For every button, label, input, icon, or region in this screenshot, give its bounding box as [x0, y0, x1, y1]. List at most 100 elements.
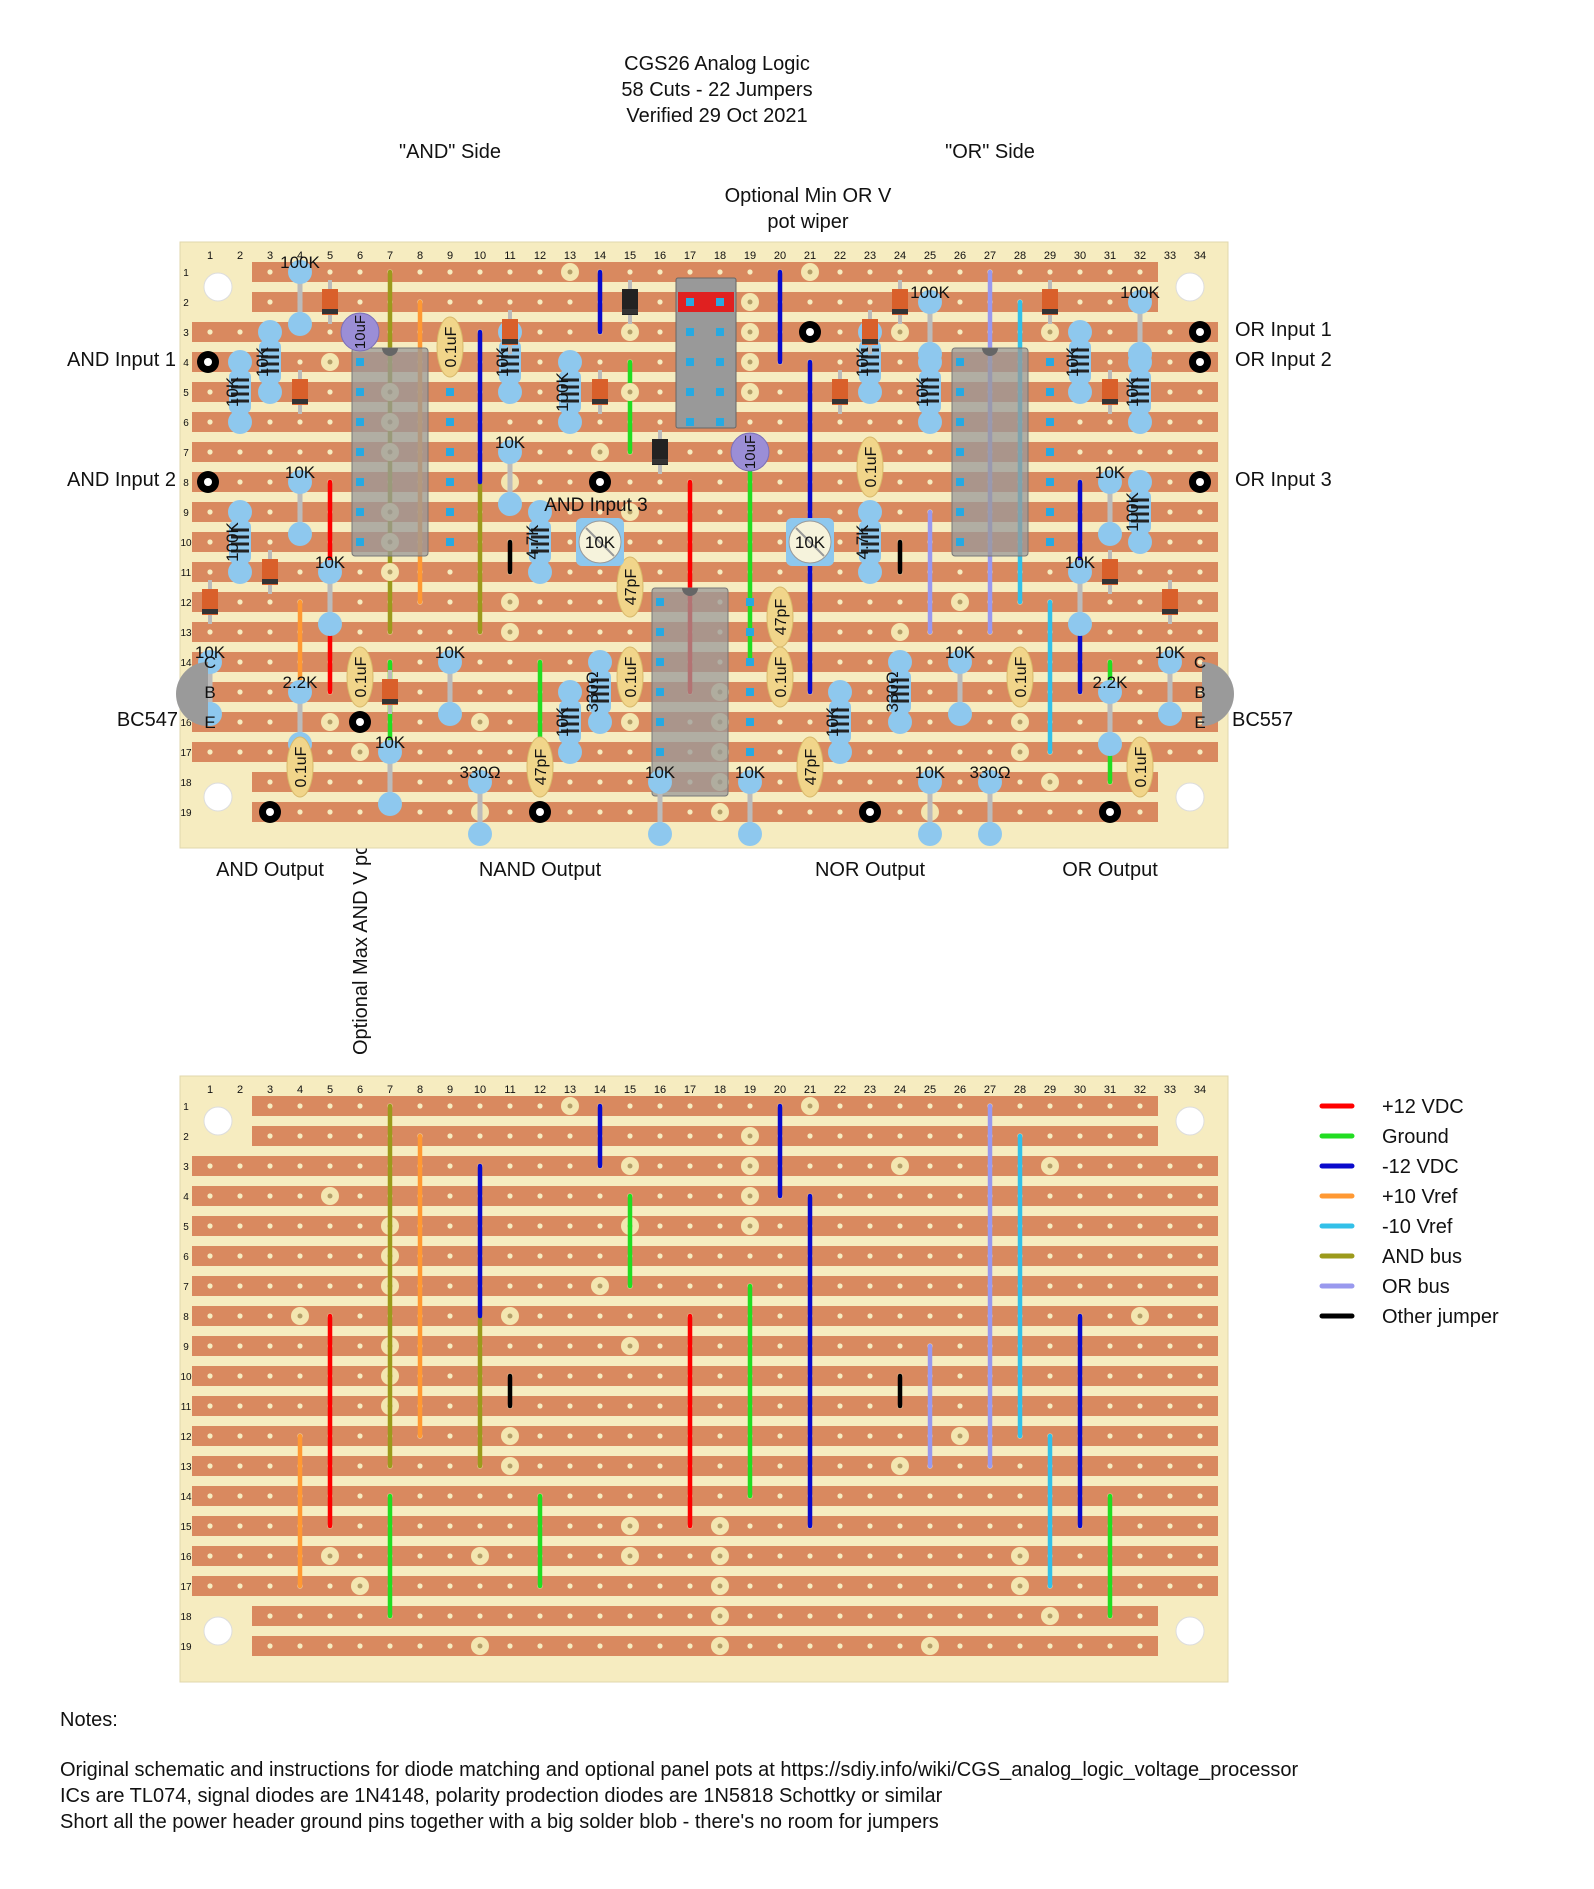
hole	[597, 1613, 603, 1619]
diode-body	[262, 559, 278, 585]
resistor-end	[948, 650, 972, 674]
diode-body	[1102, 379, 1118, 405]
resistor-end	[918, 342, 942, 366]
column-number: 22	[834, 1084, 846, 1096]
hole	[927, 749, 933, 755]
resistor-end	[1068, 560, 1092, 584]
hole	[627, 1133, 633, 1139]
column-number: 13	[564, 1084, 576, 1096]
hole	[957, 1523, 963, 1529]
optional-min-line: Optional Min OR V	[725, 185, 892, 207]
hole	[957, 1553, 963, 1559]
hole	[1077, 779, 1083, 785]
resistor-label: 10K	[1095, 463, 1126, 482]
hole	[1167, 479, 1173, 485]
or-input-2-label: OR Input 2	[1235, 349, 1332, 371]
hole	[777, 1283, 783, 1289]
resistor-label: 10K	[945, 643, 976, 662]
hole	[957, 1583, 963, 1589]
legend-label: Other jumper	[1382, 1306, 1499, 1328]
hole	[747, 1553, 753, 1559]
hole	[1197, 719, 1203, 725]
bc547-label: BC547	[117, 709, 178, 731]
resistor-end	[588, 710, 612, 734]
hole	[357, 779, 363, 785]
row-number: 19	[180, 1642, 192, 1653]
hole	[777, 1373, 783, 1379]
hole	[597, 1433, 603, 1439]
hole	[837, 479, 843, 485]
hole	[237, 1553, 243, 1559]
hole	[657, 539, 663, 545]
hole	[237, 719, 243, 725]
hole	[207, 1223, 213, 1229]
hole	[267, 1133, 273, 1139]
hole	[597, 809, 603, 815]
io-labels: AND Input 1 AND Input 2 OR Input 1 OR In…	[67, 319, 1332, 881]
top-stripboard: 1 2 3 4 5 6 7 8 9 10 11 12 13 14 15 16 17 18 19 20 21 22 23 24 2…	[176, 241, 1234, 849]
hole	[1077, 1193, 1083, 1199]
hole	[717, 1133, 723, 1139]
ic-pin	[446, 508, 454, 516]
capacitor-label: 0.1uF	[293, 746, 310, 787]
header-pin	[686, 388, 694, 396]
hole	[927, 1103, 933, 1109]
hole	[447, 779, 453, 785]
resistor-label: 10K	[913, 376, 932, 407]
hole	[837, 659, 843, 665]
diode-body	[322, 289, 338, 315]
ic-pin	[1046, 418, 1054, 426]
resistor-end	[438, 702, 462, 726]
cut-pad-center	[597, 449, 603, 455]
hole	[417, 1553, 423, 1559]
ic-pin	[656, 658, 664, 666]
diode-band	[832, 399, 848, 404]
diode-band	[1102, 399, 1118, 404]
io-connection-center	[204, 478, 212, 486]
cut-pad-center	[297, 1313, 303, 1319]
hole	[207, 539, 213, 545]
hole	[867, 1583, 873, 1589]
io-connection-center	[1196, 478, 1204, 486]
hole	[1017, 1463, 1023, 1469]
hole	[297, 1373, 303, 1379]
hole	[297, 1193, 303, 1199]
ic-pin	[356, 448, 364, 456]
note-line: Short all the power header ground pins t…	[60, 1811, 939, 1833]
hole	[597, 1193, 603, 1199]
copper-strip	[192, 1516, 1218, 1536]
hole	[297, 1343, 303, 1349]
ic-pin	[656, 688, 664, 696]
hole	[1017, 1613, 1023, 1619]
resistor-end	[918, 290, 942, 314]
hole	[447, 1163, 453, 1169]
header-pin	[716, 298, 724, 306]
diode-body	[592, 379, 608, 405]
hole	[237, 1493, 243, 1499]
column-number: 9	[447, 1084, 453, 1096]
hole	[237, 1253, 243, 1259]
transistor-pin-label: B	[204, 683, 215, 702]
hole	[777, 1583, 783, 1589]
hole	[237, 629, 243, 635]
hole	[1107, 1193, 1113, 1199]
ceramic-capacitor	[436, 316, 464, 378]
trimmer-label: 10K	[795, 533, 826, 552]
ic-notch	[382, 348, 398, 356]
hole	[1167, 629, 1173, 635]
hole	[627, 1643, 633, 1649]
hole	[1107, 299, 1113, 305]
trimmer-slot	[585, 527, 615, 557]
hole	[897, 1103, 903, 1109]
hole	[507, 659, 513, 665]
hole	[267, 509, 273, 515]
column-number: 31	[1104, 250, 1116, 262]
row-number: 3	[183, 1162, 189, 1173]
ic-pin	[956, 508, 964, 516]
hole	[1167, 509, 1173, 515]
hole	[537, 1313, 543, 1319]
resistor-end	[378, 740, 402, 764]
cut-pad-center	[387, 569, 393, 575]
hole	[297, 1253, 303, 1259]
hole	[987, 719, 993, 725]
